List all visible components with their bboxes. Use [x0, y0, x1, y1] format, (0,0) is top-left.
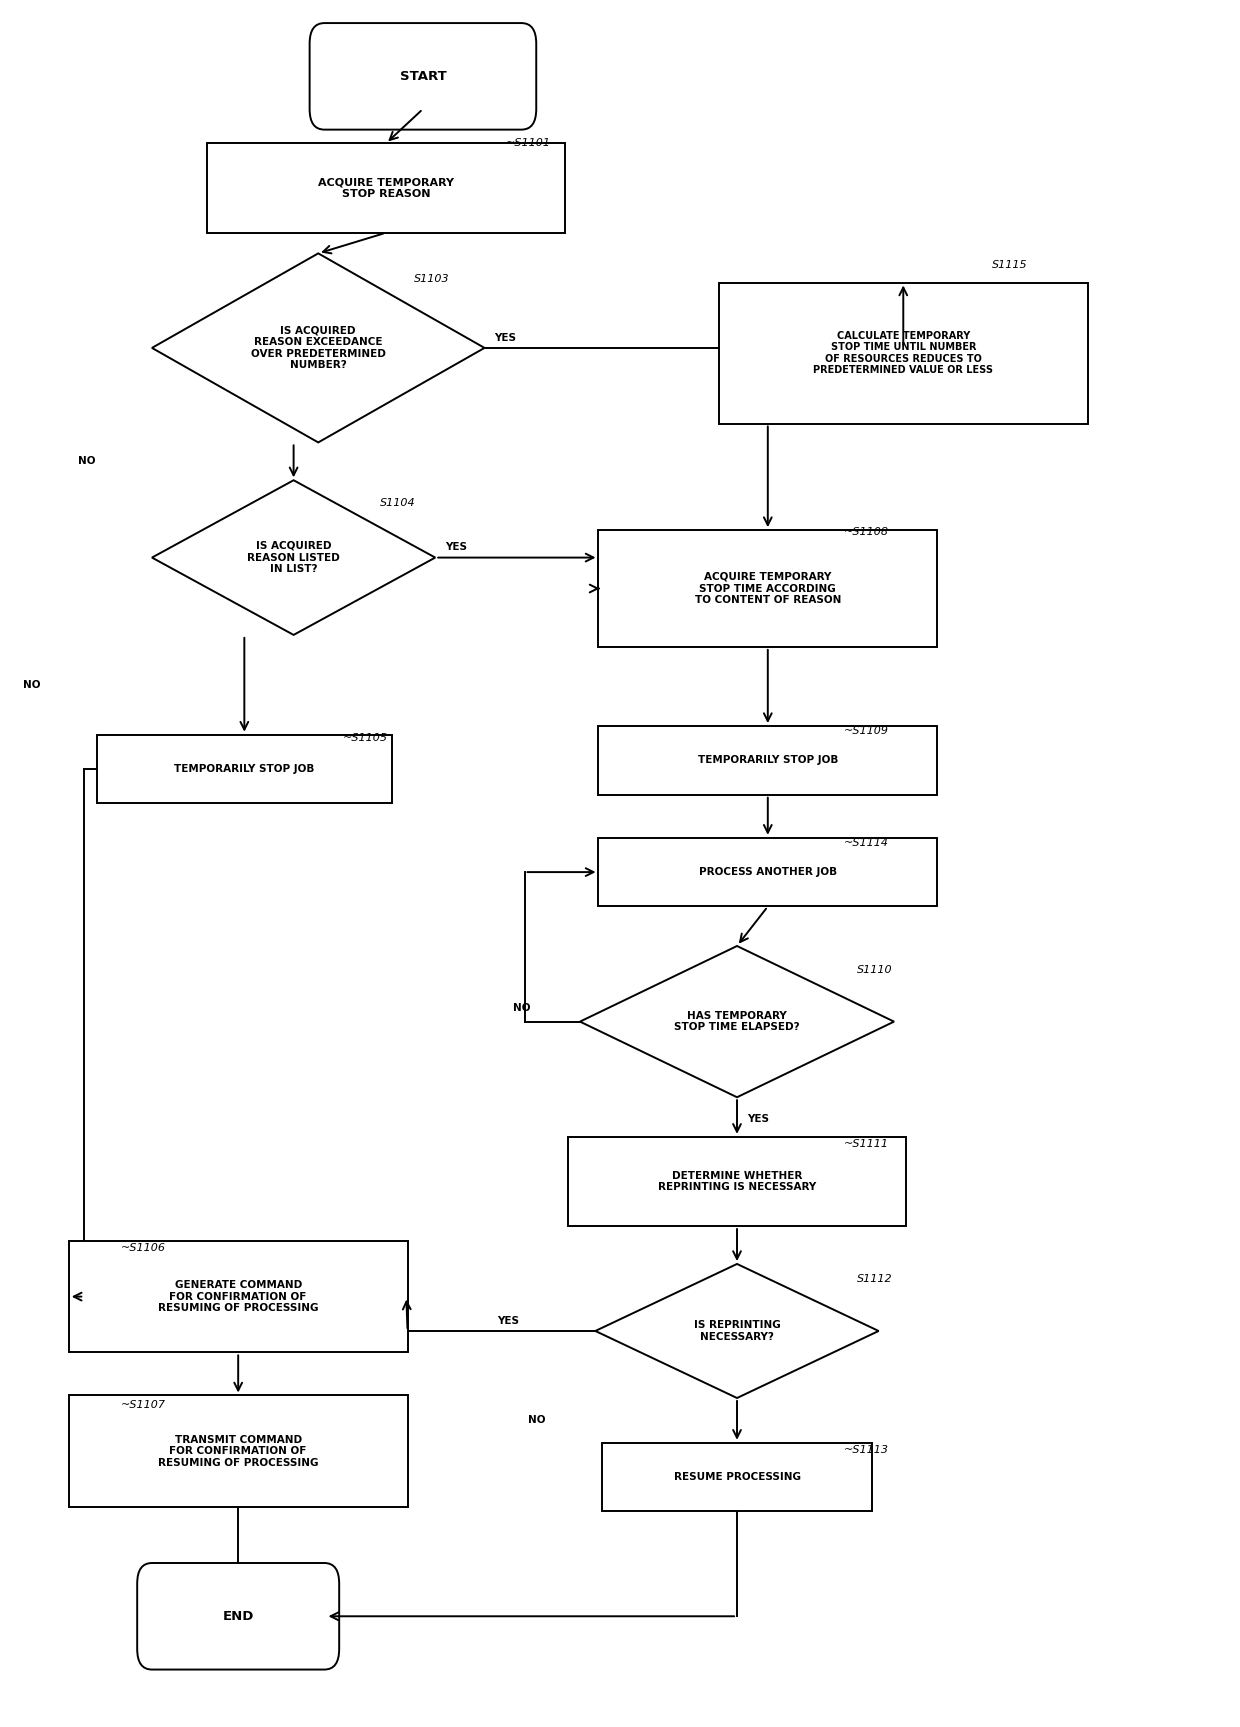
Text: HAS TEMPORARY
STOP TIME ELAPSED?: HAS TEMPORARY STOP TIME ELAPSED?	[675, 1010, 800, 1033]
Text: NO: NO	[78, 456, 95, 466]
Text: IS REPRINTING
NECESSARY?: IS REPRINTING NECESSARY?	[693, 1319, 780, 1342]
Bar	[207, 143, 564, 233]
Bar	[69, 1395, 408, 1508]
Polygon shape	[580, 946, 894, 1097]
Polygon shape	[153, 480, 435, 636]
Text: DETERMINE WHETHER
REPRINTING IS NECESSARY: DETERMINE WHETHER REPRINTING IS NECESSAR…	[658, 1171, 816, 1192]
Text: YES: YES	[445, 542, 467, 553]
Text: ACQUIRE TEMPORARY
STOP TIME ACCORDING
TO CONTENT OF REASON: ACQUIRE TEMPORARY STOP TIME ACCORDING TO…	[694, 572, 841, 604]
Text: S1110: S1110	[857, 965, 892, 976]
Text: CALCULATE TEMPORARY
STOP TIME UNTIL NUMBER
OF RESOURCES REDUCES TO
PREDETERMINED: CALCULATE TEMPORARY STOP TIME UNTIL NUMB…	[813, 330, 993, 375]
Text: S1112: S1112	[857, 1275, 892, 1285]
Bar	[599, 838, 937, 907]
Polygon shape	[595, 1264, 879, 1397]
Text: YES: YES	[746, 1114, 769, 1124]
Text: END: END	[222, 1610, 254, 1623]
Bar	[568, 1136, 906, 1226]
Text: S1104: S1104	[379, 497, 415, 508]
Text: ~S1101: ~S1101	[506, 138, 551, 149]
Text: PROCESS ANOTHER JOB: PROCESS ANOTHER JOB	[698, 867, 837, 877]
Bar	[601, 1442, 873, 1511]
FancyBboxPatch shape	[310, 22, 536, 130]
Text: ~S1111: ~S1111	[844, 1138, 889, 1148]
Text: S1115: S1115	[992, 261, 1028, 271]
Text: ~S1114: ~S1114	[844, 838, 889, 848]
Text: ~S1105: ~S1105	[343, 732, 388, 743]
Text: NO: NO	[528, 1416, 546, 1425]
Text: YES: YES	[495, 333, 516, 342]
Text: NO: NO	[22, 680, 40, 689]
Text: ACQUIRE TEMPORARY
STOP REASON: ACQUIRE TEMPORARY STOP REASON	[317, 178, 454, 199]
Text: START: START	[399, 69, 446, 83]
Text: ~S1107: ~S1107	[122, 1401, 166, 1409]
Text: RESUME PROCESSING: RESUME PROCESSING	[673, 1471, 801, 1482]
Bar	[599, 725, 937, 794]
Bar	[718, 283, 1087, 423]
Bar	[69, 1240, 408, 1352]
Text: YES: YES	[497, 1316, 518, 1326]
Text: ~S1108: ~S1108	[844, 527, 889, 537]
Bar	[599, 530, 937, 648]
Bar	[97, 734, 392, 803]
Text: ~S1109: ~S1109	[844, 725, 889, 736]
Text: ~S1106: ~S1106	[122, 1243, 166, 1254]
Polygon shape	[153, 254, 485, 442]
FancyBboxPatch shape	[138, 1563, 340, 1670]
Text: IS ACQUIRED
REASON EXCEEDANCE
OVER PREDETERMINED
NUMBER?: IS ACQUIRED REASON EXCEEDANCE OVER PREDE…	[250, 325, 386, 370]
Text: TEMPORARILY STOP JOB: TEMPORARILY STOP JOB	[174, 763, 315, 774]
Text: NO: NO	[513, 1003, 531, 1012]
Text: IS ACQUIRED
REASON LISTED
IN LIST?: IS ACQUIRED REASON LISTED IN LIST?	[247, 541, 340, 573]
Text: S1103: S1103	[414, 275, 450, 285]
Text: TEMPORARILY STOP JOB: TEMPORARILY STOP JOB	[698, 755, 838, 765]
Text: GENERATE COMMAND
FOR CONFIRMATION OF
RESUMING OF PROCESSING: GENERATE COMMAND FOR CONFIRMATION OF RES…	[157, 1280, 319, 1313]
Text: ~S1113: ~S1113	[844, 1444, 889, 1454]
Text: TRANSMIT COMMAND
FOR CONFIRMATION OF
RESUMING OF PROCESSING: TRANSMIT COMMAND FOR CONFIRMATION OF RES…	[157, 1435, 319, 1468]
